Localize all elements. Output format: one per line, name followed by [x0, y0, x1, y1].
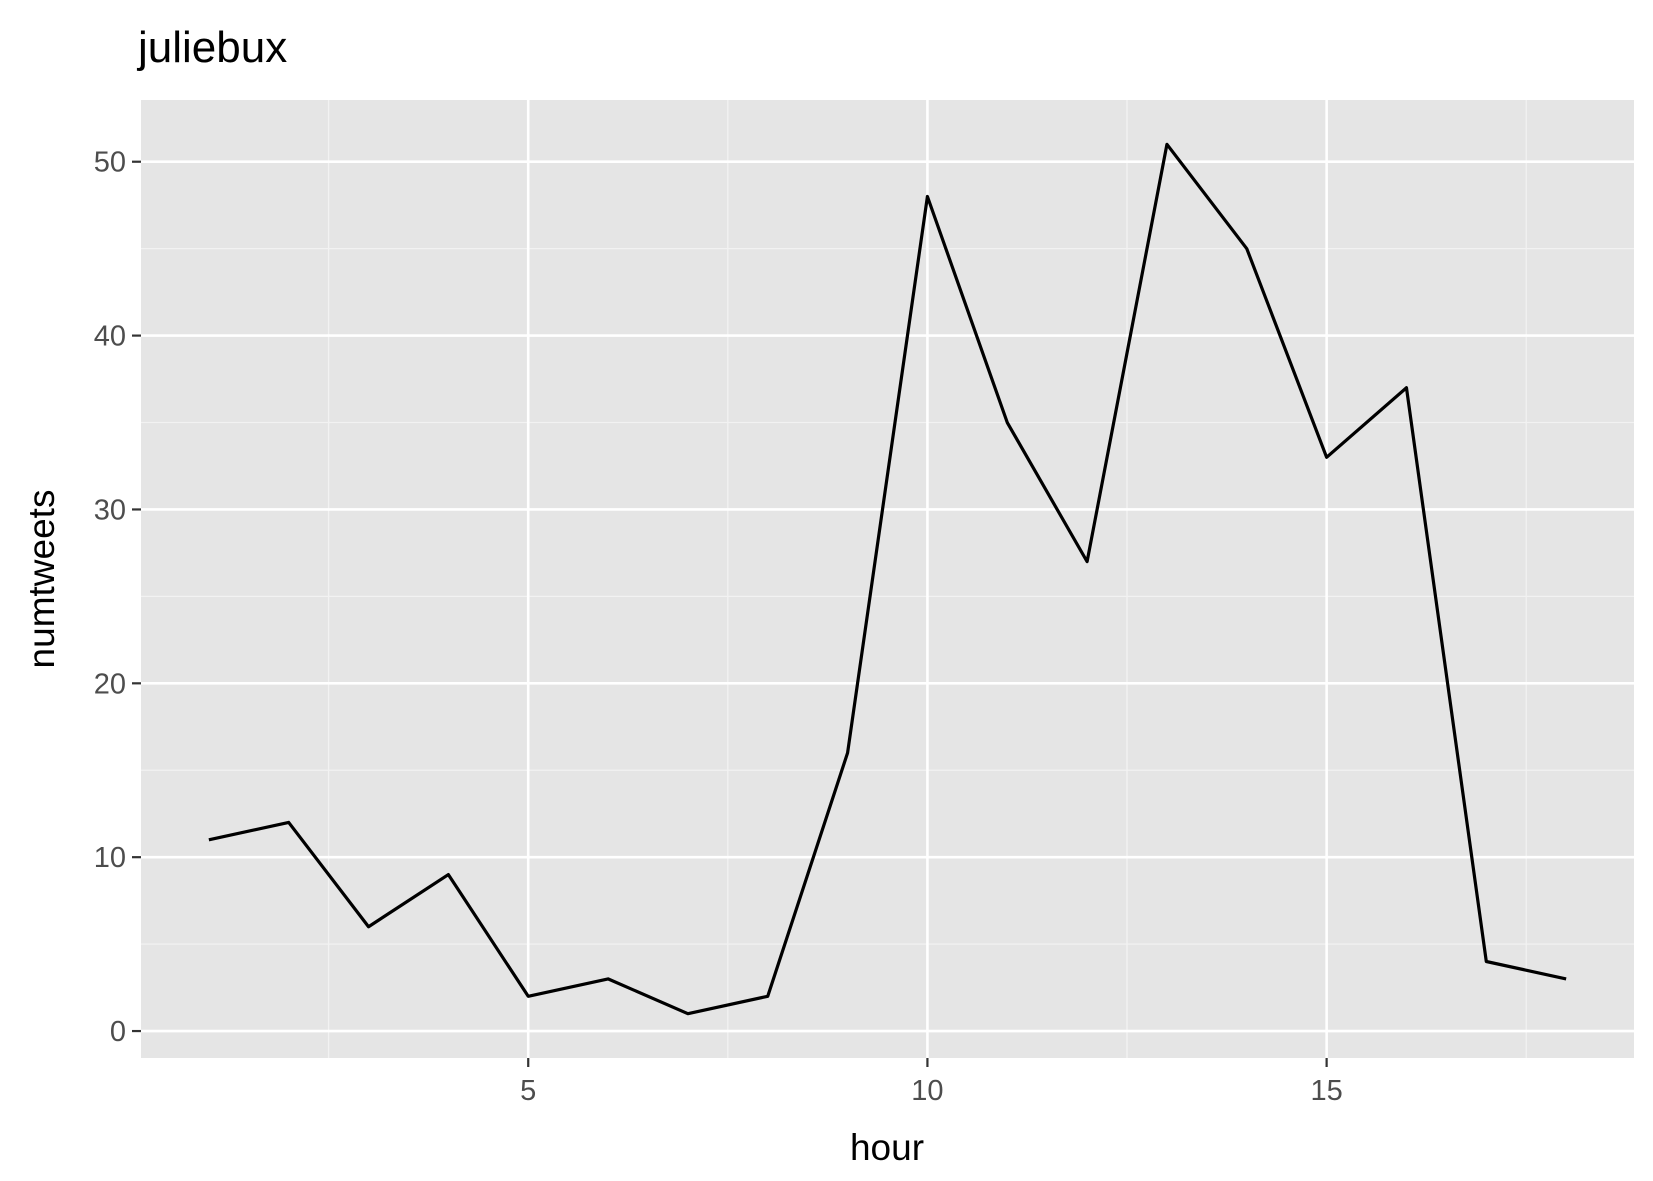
y-tick-label: 10 [94, 842, 126, 874]
series-layer [208, 142, 1567, 1016]
minor-grid [141, 100, 1634, 1058]
x-tick-label: 10 [911, 1075, 943, 1107]
x-axis-title: hour [850, 1127, 924, 1168]
y-tick-label: 20 [94, 668, 126, 700]
series-line [208, 142, 1567, 1016]
y-tick-label: 40 [94, 321, 126, 353]
y-tick-label: 30 [94, 494, 126, 526]
y-axis-title: numtweets [21, 490, 62, 669]
x-tick-label: 15 [1310, 1075, 1342, 1107]
x-axis: 5 10 15 [520, 1058, 1343, 1107]
plot-panel [141, 100, 1634, 1058]
y-tick-label: 0 [110, 1016, 126, 1048]
chart-title: juliebux [136, 23, 287, 72]
y-axis: 0 10 20 30 40 50 [94, 147, 141, 1048]
y-tick-label: 50 [94, 147, 126, 179]
major-grid [141, 100, 1634, 1058]
x-tick-label: 5 [520, 1075, 536, 1107]
